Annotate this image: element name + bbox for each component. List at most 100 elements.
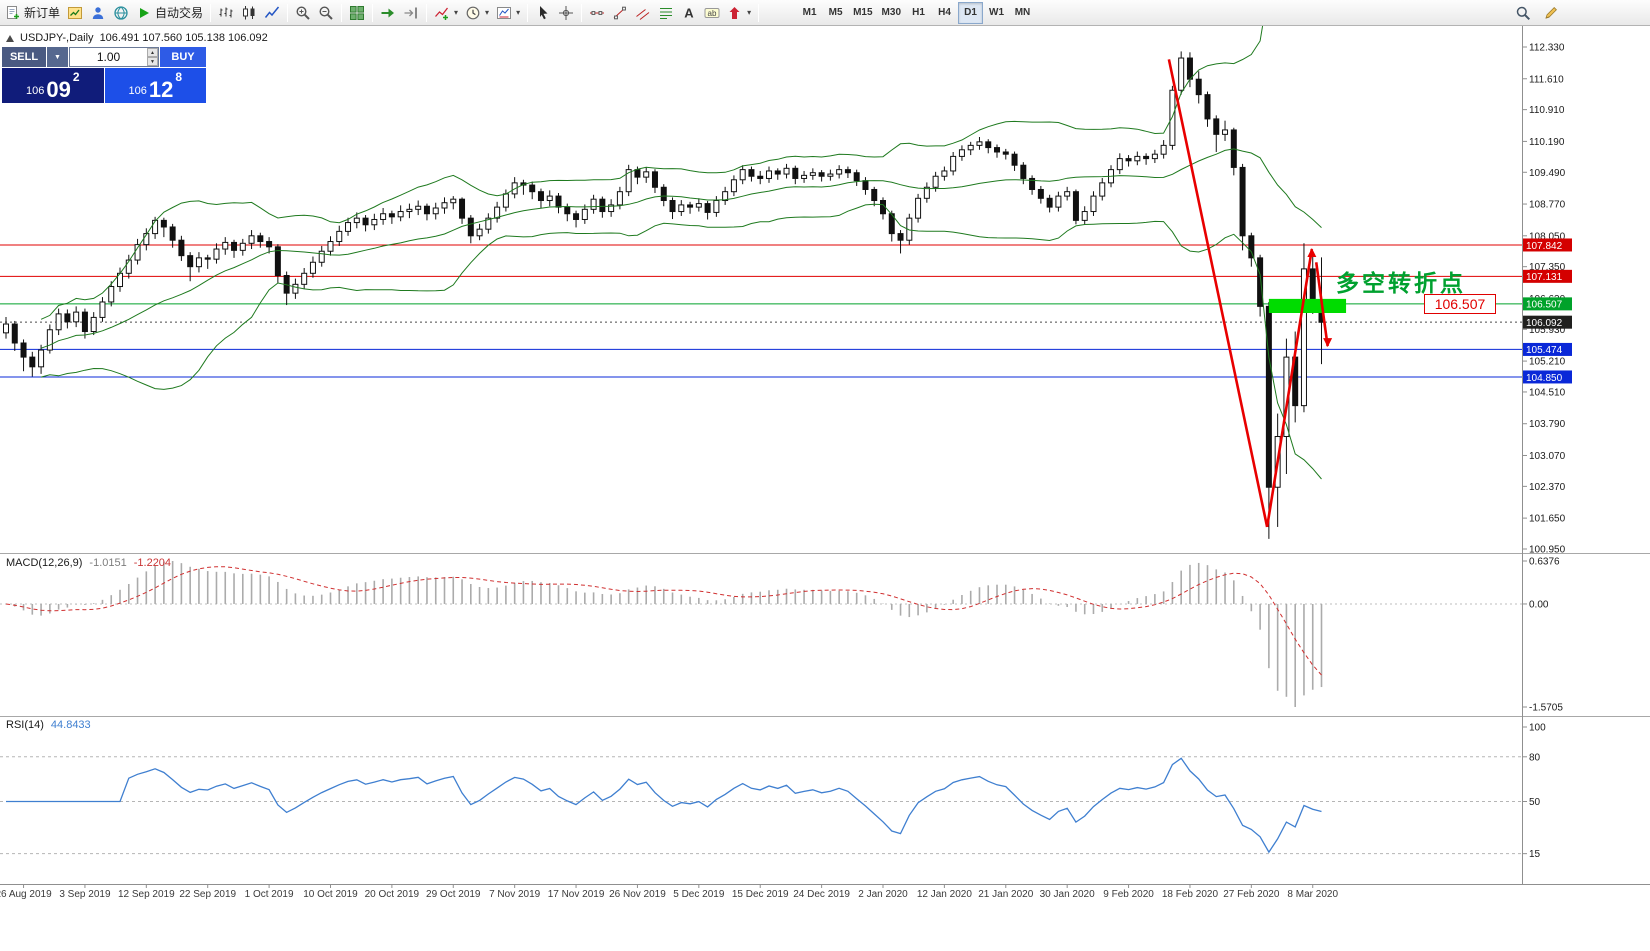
candlestick-chart-button[interactable] [238, 2, 260, 24]
label-icon: ab [704, 5, 720, 21]
new-order-icon [5, 5, 21, 21]
rsi-scale[interactable]: 100 80 50 15 [1522, 723, 1547, 861]
svg-text:102.370: 102.370 [1529, 482, 1566, 493]
chevron-down-icon: ▼ [54, 53, 61, 61]
autotrading-button[interactable]: 自动交易 [133, 2, 206, 24]
macd-main-value: -1.0151 [89, 557, 127, 569]
volume-up-button[interactable]: ▲ [147, 48, 158, 57]
periods-button[interactable]: ▾ [462, 2, 492, 24]
text-button[interactable]: A [678, 2, 700, 24]
templates-button[interactable]: ▾ [493, 2, 523, 24]
svg-text:106.092: 106.092 [1526, 318, 1563, 329]
sell-price-big: 09 [46, 77, 71, 102]
svg-text:105.930: 105.930 [1529, 325, 1566, 336]
hline-icon [589, 5, 605, 21]
channel-icon [635, 5, 651, 21]
timeframe-d1-button[interactable]: D1 [958, 1, 983, 24]
navigator-button[interactable] [87, 2, 109, 24]
buy-price-button[interactable]: 106 12 8 [104, 68, 206, 103]
zoom-out-button[interactable] [315, 2, 337, 24]
fibo-icon [658, 5, 674, 21]
volume-down-button[interactable]: ▼ [147, 57, 158, 66]
cursor-button[interactable] [532, 2, 554, 24]
autotrading-button-label: 自动交易 [155, 6, 204, 20]
sell-button[interactable]: SELL [2, 47, 46, 67]
macd-name: MACD(12,26,9) [6, 557, 83, 569]
auto-scroll-button[interactable] [377, 2, 399, 24]
chart-shift-button[interactable] [400, 2, 422, 24]
indicators-button[interactable]: ▾ [431, 2, 461, 24]
sell-price-sup: 2 [72, 70, 80, 84]
timeframe-m15-button[interactable]: M15 [849, 2, 876, 24]
market-watch-button[interactable] [64, 2, 86, 24]
turning-point-annotation[interactable]: 多空转折点 [1336, 270, 1466, 296]
svg-text:22 Sep 2019: 22 Sep 2019 [179, 889, 236, 900]
crosshair-icon [558, 5, 574, 21]
volume-input[interactable] [70, 48, 147, 66]
timeframe-m1-button[interactable]: M1 [797, 2, 822, 24]
price-callout-label[interactable]: 106.507 [1424, 294, 1496, 314]
svg-text:21 Jan 2020: 21 Jan 2020 [978, 889, 1033, 900]
volume-dropdown-button[interactable]: ▼ [47, 47, 68, 67]
zoom-in-icon [295, 5, 311, 21]
search-button[interactable] [1512, 2, 1534, 24]
svg-text:101.650: 101.650 [1529, 514, 1566, 525]
timeframe-m30-button[interactable]: M30 [878, 2, 905, 24]
svg-text:100.950: 100.950 [1529, 545, 1566, 556]
quick-edit-button[interactable] [1540, 2, 1562, 24]
chevron-down-icon: ▾ [747, 8, 752, 17]
trendline-button[interactable] [609, 2, 631, 24]
trend-arrows[interactable] [1167, 59, 1333, 528]
text-label-button[interactable]: ab [701, 2, 723, 24]
svg-text:111.610: 111.610 [1529, 74, 1564, 85]
chart-symbol-period: USDJPY-,Daily [20, 32, 94, 44]
sell-price-button[interactable]: 106 09 2 [2, 68, 104, 103]
horizontal-line-button[interactable] [586, 2, 608, 24]
svg-text:7 Nov 2019: 7 Nov 2019 [489, 889, 541, 900]
new-order-button[interactable]: 新订单 [2, 2, 63, 24]
price-tag [1523, 370, 1572, 384]
community-button[interactable] [110, 2, 132, 24]
macd-scale[interactable]: 0.6376 0.00 -1.5705 [1522, 557, 1564, 714]
globe-icon [113, 5, 129, 21]
buy-price-big: 12 [148, 77, 174, 102]
toolbar-separator [287, 3, 289, 22]
timeframe-h4-button[interactable]: H4 [932, 2, 957, 24]
svg-text:105.474: 105.474 [1526, 345, 1563, 356]
svg-text:ab: ab [708, 8, 717, 17]
fibonacci-button[interactable] [655, 2, 677, 24]
crosshair-button[interactable] [555, 2, 577, 24]
arrowobj-icon [727, 5, 743, 21]
timeframe-h1-button[interactable]: H1 [906, 2, 931, 24]
rsi-name: RSI(14) [6, 719, 44, 731]
market-watch-icon [67, 5, 83, 21]
svg-text:107.131: 107.131 [1526, 272, 1563, 283]
svg-text:112.330: 112.330 [1529, 43, 1565, 54]
price-scale[interactable]: 112.330 111.610 110.910 110.190 109.490 108.7… [1522, 26, 1573, 884]
time-scale[interactable]: 26 Aug 2019 3 Sep 2019 12 Sep 2019 22 Sep 2… [0, 884, 1338, 900]
arrows-button[interactable]: ▾ [724, 2, 754, 24]
svg-text:12 Jan 2020: 12 Jan 2020 [917, 889, 972, 900]
line-chart-button[interactable] [261, 2, 283, 24]
navigator-icon [90, 5, 106, 21]
price-tag [1523, 342, 1572, 356]
svg-text:20 Oct 2019: 20 Oct 2019 [365, 889, 420, 900]
svg-text:103.070: 103.070 [1529, 451, 1566, 462]
timeframe-w1-button[interactable]: W1 [984, 2, 1009, 24]
zoom-in-button[interactable] [292, 2, 314, 24]
support-rectangle-object[interactable] [1268, 298, 1347, 313]
channel-button[interactable] [632, 2, 654, 24]
tile-windows-button[interactable] [346, 2, 368, 24]
chart-canvas[interactable]: 0.6376 0.00 -1.5705 100 80 50 15 112.330 111.610… [0, 26, 1650, 951]
price-tag [1523, 315, 1572, 329]
buy-price-sup: 8 [175, 70, 183, 84]
timeframe-mn-button[interactable]: MN [1010, 2, 1035, 24]
bar-chart-button[interactable] [215, 2, 237, 24]
price-tag [1523, 238, 1572, 252]
svg-text:24 Dec 2019: 24 Dec 2019 [793, 889, 850, 900]
chart-ohlc-values: 106.491 107.560 105.138 106.092 [99, 32, 268, 44]
timeframe-m5-button[interactable]: M5 [823, 2, 848, 24]
search-icon [1515, 5, 1531, 21]
buy-button[interactable]: BUY [160, 47, 206, 67]
